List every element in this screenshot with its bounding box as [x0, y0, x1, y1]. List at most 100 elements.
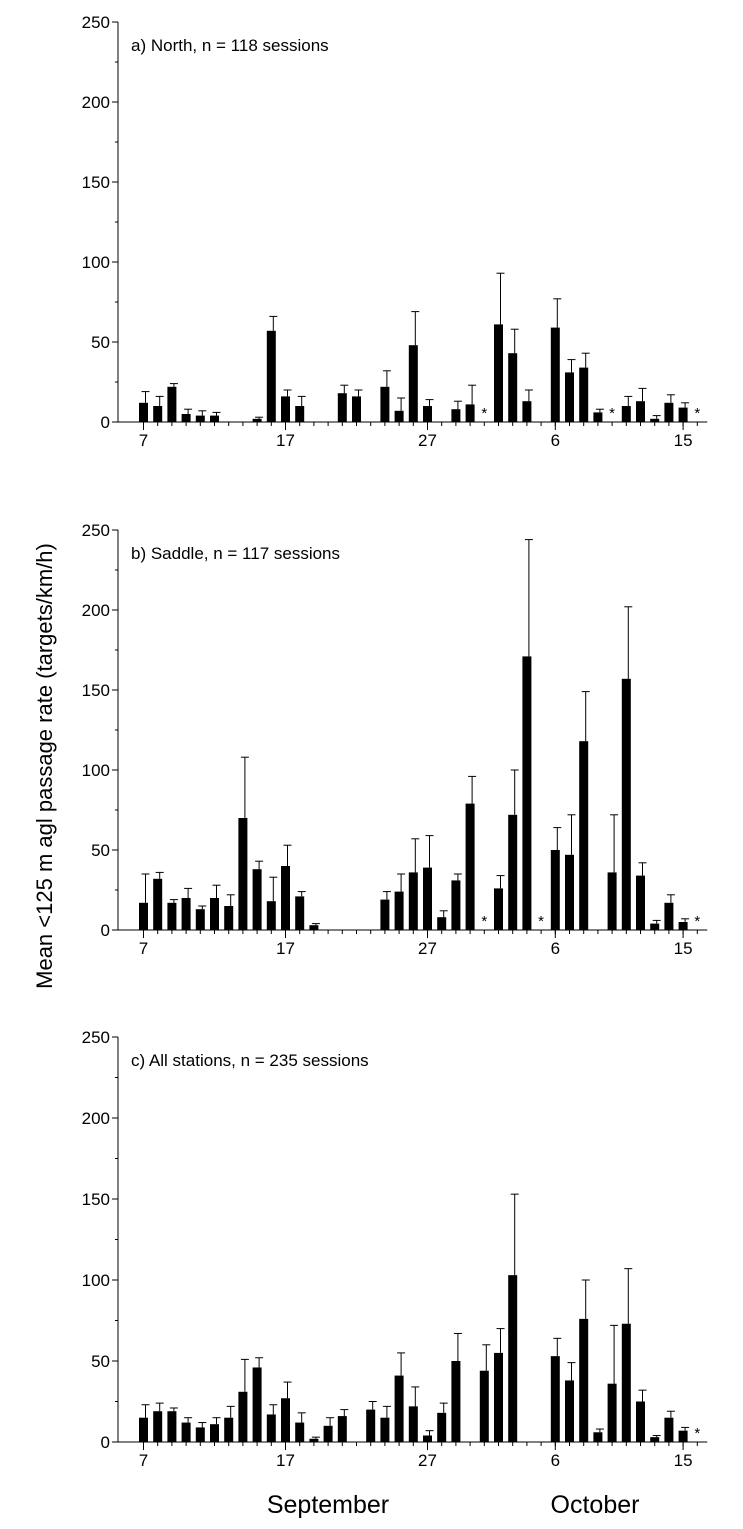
- bar: [266, 330, 276, 422]
- bar: [636, 1401, 645, 1442]
- y-tick-label: 200: [82, 93, 110, 112]
- bar: [494, 1352, 503, 1442]
- bar: [565, 372, 574, 422]
- bar: [565, 1380, 574, 1442]
- bar: [139, 902, 148, 930]
- x-tick-label: 17: [276, 939, 295, 958]
- bar: [437, 1412, 447, 1442]
- bar: [352, 396, 361, 422]
- panel-label: a) North, n = 118 sessions: [131, 36, 329, 55]
- y-tick-label: 50: [91, 841, 110, 860]
- bar: [451, 409, 461, 422]
- missing-day-marker: *: [694, 913, 700, 930]
- x-tick-label: 15: [674, 431, 693, 450]
- x-tick-label: 17: [276, 1451, 295, 1470]
- missing-day-marker: *: [382, 913, 388, 930]
- x-tick-label: 7: [139, 1451, 148, 1470]
- month-label-september: September: [267, 1491, 389, 1519]
- bar: [181, 898, 191, 930]
- x-tick-label: 27: [418, 1451, 437, 1470]
- bar: [266, 1414, 276, 1442]
- bar: [281, 866, 290, 930]
- bar: [508, 353, 518, 422]
- bar: [423, 867, 432, 930]
- bar: [636, 401, 645, 422]
- y-tick-label: 0: [101, 921, 110, 940]
- bar: [394, 1375, 404, 1442]
- bar: [380, 899, 390, 930]
- missing-day-marker: *: [694, 1425, 700, 1442]
- y-tick-label: 50: [91, 333, 110, 352]
- bar: [508, 814, 518, 930]
- y-tick-label: 0: [101, 413, 110, 432]
- y-tick-label: 150: [82, 1190, 110, 1209]
- bar: [252, 1367, 262, 1442]
- bar: [167, 1411, 177, 1442]
- bar: [664, 1417, 674, 1442]
- bar: [295, 896, 305, 930]
- x-tick-label: 27: [418, 431, 437, 450]
- bar: [508, 1275, 518, 1442]
- y-tick-label: 100: [82, 1271, 110, 1290]
- bar: [252, 869, 262, 930]
- missing-day-marker: *: [694, 405, 700, 422]
- bar: [309, 1438, 319, 1442]
- bar: [238, 1391, 248, 1442]
- bar: [550, 850, 560, 930]
- y-tick-label: 0: [101, 1433, 110, 1452]
- bar: [650, 923, 660, 930]
- bar: [266, 901, 276, 930]
- x-tick-label: 6: [551, 939, 560, 958]
- missing-day-marker: *: [481, 405, 487, 422]
- bar: [451, 1361, 461, 1442]
- bar: [309, 925, 319, 930]
- x-tick-label: 27: [418, 939, 437, 958]
- bar: [664, 902, 674, 930]
- bar: [621, 1323, 631, 1442]
- bar: [281, 1398, 290, 1442]
- bar: [210, 1424, 219, 1442]
- bar: [153, 1411, 163, 1442]
- bar: [494, 324, 503, 422]
- bar: [479, 1370, 489, 1442]
- bar: [408, 345, 418, 422]
- bar: [366, 1409, 376, 1442]
- bar: [181, 414, 191, 422]
- bar: [408, 872, 418, 930]
- missing-day-marker: *: [538, 913, 544, 930]
- bar: [522, 656, 532, 930]
- y-axis-label: Mean <125 m agl passage rate (targets/km…: [32, 543, 57, 989]
- x-tick-label: 7: [139, 939, 148, 958]
- bar: [337, 1416, 347, 1442]
- panel-label: b) Saddle, n = 117 sessions: [131, 544, 340, 563]
- bar: [664, 402, 674, 422]
- bar: [153, 406, 163, 422]
- bar: [621, 678, 631, 930]
- y-tick-label: 150: [82, 173, 110, 192]
- x-tick-label: 6: [551, 1451, 560, 1470]
- bar: [593, 1432, 603, 1442]
- x-tick-label: 17: [276, 431, 295, 450]
- bar: [550, 327, 560, 422]
- bar: [607, 1383, 617, 1442]
- bar: [210, 415, 219, 422]
- bar: [394, 891, 404, 930]
- y-tick-label: 200: [82, 1109, 110, 1128]
- bar: [621, 406, 631, 422]
- bar: [195, 1427, 205, 1442]
- bar: [678, 407, 688, 422]
- bar: [181, 1422, 191, 1442]
- bar: [167, 902, 177, 930]
- bar: [494, 888, 503, 930]
- bar: [224, 1417, 234, 1442]
- y-tick-label: 100: [82, 761, 110, 780]
- y-tick-label: 200: [82, 601, 110, 620]
- bar: [295, 1422, 305, 1442]
- bar: [252, 418, 262, 422]
- bar: [650, 1437, 660, 1442]
- missing-day-marker: *: [481, 1425, 487, 1442]
- bar: [380, 1417, 390, 1442]
